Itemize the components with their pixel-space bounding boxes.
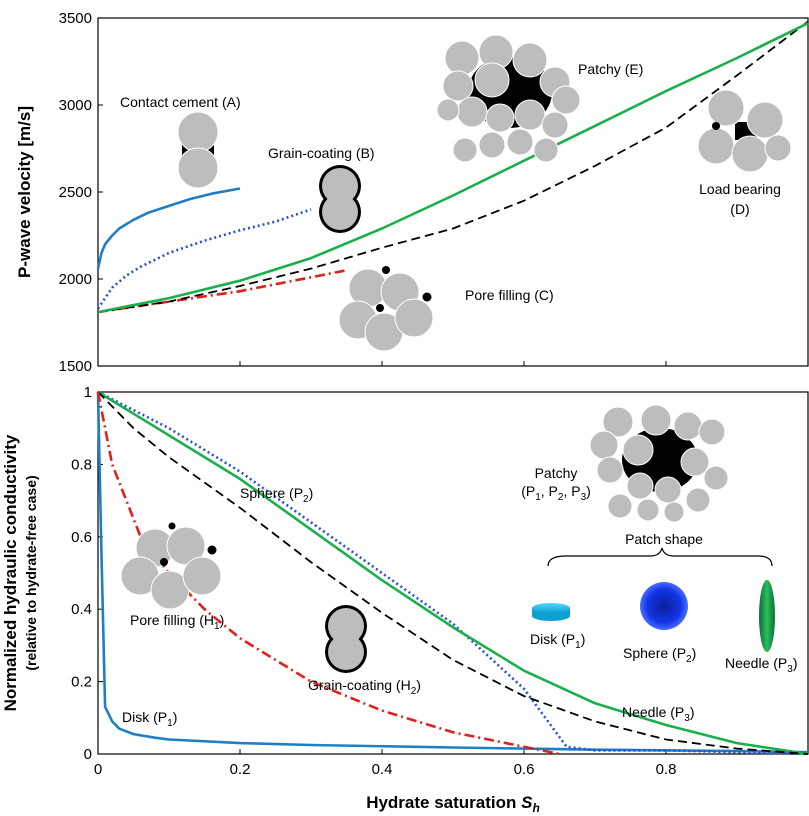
needle-shape-icon	[759, 580, 775, 652]
x-tick-label: 0.2	[230, 761, 251, 778]
disk-shape-icon	[532, 603, 570, 621]
bottom-y-tick-label: 0.2	[71, 674, 92, 691]
bottom-series-needle-p3	[97, 390, 809, 756]
bottom-series-pore-filling-h1	[96, 391, 560, 756]
annotation-sphere: Sphere (P2)	[240, 485, 313, 505]
top-y-tick-label: 2500	[59, 184, 92, 201]
annotation-contact-cement: Contact cement (A)	[120, 94, 241, 110]
bottom-y-tick-label: 1	[84, 384, 92, 401]
bottom-y-tick-label: 0.6	[71, 529, 92, 546]
top-y-ticks: 1500 2000 2500 3000 3500	[59, 10, 809, 375]
bottom-series-grain-coating-h2	[97, 391, 809, 755]
x-tick-label: 0.4	[372, 761, 393, 778]
bottom-series-lines	[96, 390, 809, 756]
x-tick-label: 0.8	[656, 761, 677, 778]
patchy-schematic-icon	[436, 34, 581, 163]
x-tick-label: 0	[94, 761, 102, 778]
bottom-y-axis-label: Normalized hydraulic conductivity	[1, 434, 20, 711]
pore-filling-schematic-icon	[338, 266, 434, 352]
top-series-patchy-e	[97, 22, 809, 314]
annotation-needle: Needle (P3)	[622, 704, 695, 724]
annotation-patchy: Patchy (E)	[578, 61, 643, 77]
top-series-lines	[96, 20, 809, 314]
annotation-load-bearing: Load bearing	[699, 181, 781, 197]
top-series-load-bearing-d	[97, 20, 809, 313]
x-tick-label: 0.6	[514, 761, 535, 778]
bottom-y-tick-label: 0	[84, 746, 92, 763]
bottom-series-disk-p1	[96, 391, 809, 754]
contact-cement-schematic-icon	[177, 111, 219, 189]
top-y-tick-label: 1500	[59, 358, 92, 375]
sphere-shape-icon	[640, 582, 688, 630]
top-y-tick-label: 2000	[59, 271, 92, 288]
bottom-y-tick-label: 0.8	[71, 456, 92, 473]
top-y-tick-label: 3500	[59, 10, 92, 27]
annotation-patch-shape: Patch shape	[625, 531, 703, 547]
annotation-inset-disk: Disk (P1)	[530, 631, 585, 651]
annotation-inset-needle: Needle (P3)	[725, 655, 798, 675]
patchy-p-schematic-icon	[589, 404, 729, 523]
top-y-axis-label: P-wave velocity [m/s]	[15, 106, 34, 278]
annotation-load-bearing-d: (D)	[730, 201, 749, 217]
pore-filling-h1-schematic-icon	[120, 522, 222, 610]
bottom-y-tick-label: 0.4	[71, 601, 92, 618]
annotation-patchy-p-list: (P1, P2, P3)	[521, 483, 591, 503]
x-axis-label: Hydrate saturation Sh	[366, 793, 540, 815]
annotation-pore-filling: Pore filling (C)	[465, 287, 554, 303]
bottom-panel: 0 0.2 0.4 0.6 0.8 1 0 0.2 0.4 0.6 0.8 Normalized …	[1, 384, 809, 815]
top-series-grain-coating-b	[96, 208, 312, 310]
bottom-y-axis-label-2: (relative to hydrate-free case)	[23, 475, 39, 670]
annotation-inset-sphere: Sphere (P2)	[623, 645, 696, 665]
patch-shape-brace	[547, 547, 773, 567]
top-series-pore-filling-c	[97, 269, 347, 314]
top-panel: 1500 2000 2500 3000 3500 P-wave velocity [m/…	[15, 10, 809, 375]
grain-coating-schematic-icon	[319, 165, 361, 233]
annotation-patchy-p: Patchy	[535, 465, 578, 481]
bottom-x-ticks: 0 0.2 0.4 0.6 0.8	[94, 749, 809, 778]
bottom-y-ticks: 0 0.2 0.4 0.6 0.8 1	[71, 384, 103, 763]
annotation-pore-filling-h1: Pore filling (H1)	[130, 612, 224, 632]
annotation-grain-coating-h2: Grain-coating (H2)	[308, 677, 421, 697]
bottom-plot-frame	[97, 391, 809, 755]
annotation-disk: Disk (P1)	[122, 709, 177, 729]
load-bearing-schematic-icon	[697, 89, 792, 173]
top-y-tick-label: 3000	[59, 97, 92, 114]
top-series-contact-cement-a	[96, 187, 241, 269]
annotation-grain-coating: Grain-coating (B)	[268, 145, 375, 161]
grain-coating-h2-schematic-icon	[325, 605, 367, 673]
